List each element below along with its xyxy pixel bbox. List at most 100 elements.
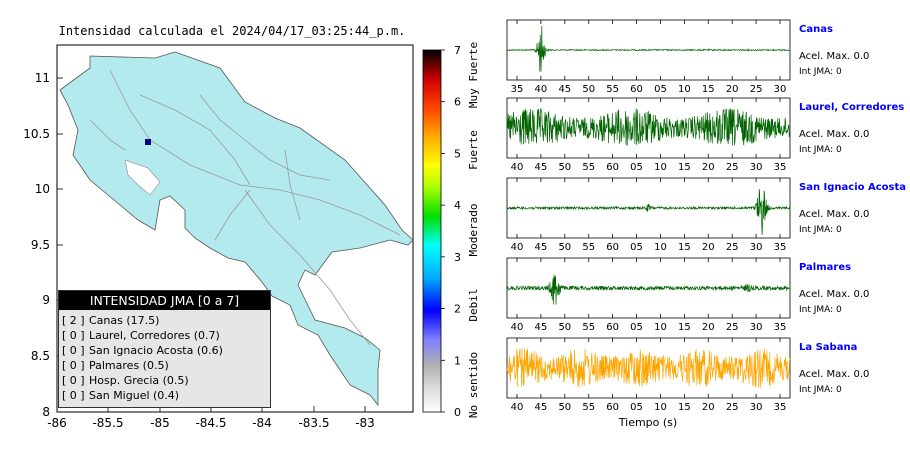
time-tick-label: 35	[774, 242, 787, 253]
time-tick-label: 20	[726, 84, 739, 95]
time-tick-label: 30	[750, 242, 763, 253]
legend-level: [ 2 ]	[62, 314, 85, 327]
legend-level: [ 0 ]	[62, 374, 85, 387]
lon-tick-label: -83.5	[298, 416, 329, 430]
colorbar-tick-label: 7	[454, 44, 461, 57]
lon-tick-label: -83	[355, 416, 375, 430]
lon-tick-label: -86	[47, 416, 67, 430]
time-tick-label: 35	[774, 322, 787, 333]
colorbar-labels: No sentido Debil Moderado Fuerte Muy Fue…	[467, 42, 480, 418]
time-tick-label: 50	[558, 242, 571, 253]
lat-tick-label: 9.5	[31, 238, 50, 252]
time-tick-label: 45	[535, 162, 548, 173]
time-tick-label: 55	[582, 322, 595, 333]
legend-level: [ 0 ]	[62, 344, 85, 357]
colorbar-tick-label: 2	[454, 303, 461, 316]
lon-tick-label: -84	[252, 416, 272, 430]
waveform-panel: 40 45 50 55 60 05 10 15 20 25 30 35 San Ignacio Acos…	[506, 177, 906, 253]
lat-tick-label: 9	[42, 293, 50, 307]
time-tick-label: 35	[511, 84, 524, 95]
legend-station: Laurel, Corredores (0.7)	[89, 329, 220, 342]
station-name: La Sabana	[799, 342, 857, 353]
colorbar-label: Moderado	[467, 204, 480, 257]
station-name: San Ignacio Acosta	[799, 182, 906, 193]
time-tick-label: 25	[726, 402, 739, 413]
legend-row: [ 0 ] Laurel, Corredores (0.7)	[59, 328, 270, 343]
time-tick-label: 55	[606, 84, 619, 95]
waveform-trace	[506, 25, 791, 72]
lat-tick-label: 8.5	[31, 349, 50, 363]
time-tick-label: 20	[702, 402, 715, 413]
legend-row: [ 0 ] San Ignacio Acosta (0.6)	[59, 343, 270, 358]
time-tick-label: 25	[726, 322, 739, 333]
time-tick-label: 05	[630, 162, 643, 173]
lat-tick-label: 10.5	[23, 127, 50, 141]
time-tick-label: 10	[678, 84, 691, 95]
intensity-legend: INTENSIDAD JMA [0 a 7] [ 2 ] Canas (17.5)…	[58, 290, 271, 408]
time-tick-label: 15	[702, 84, 715, 95]
int-jma-label: Int JMA: 0	[799, 67, 842, 77]
time-tick-label: 05	[654, 84, 667, 95]
colorbar-tick-label: 3	[454, 251, 461, 264]
time-tick-label: 10	[654, 322, 667, 333]
time-tick-label: 25	[726, 162, 739, 173]
time-tick-label: 45	[535, 242, 548, 253]
time-tick-label: 20	[702, 242, 715, 253]
time-tick-label: 10	[654, 162, 667, 173]
waveform-panel: 40 45 50 55 60 05 10 15 20 25 30 35 La Sabana Acel. M…	[506, 337, 869, 413]
lon-tick-label: -85.5	[92, 416, 123, 430]
time-tick-label: 05	[630, 402, 643, 413]
time-tick-label: 05	[630, 322, 643, 333]
colorbar-label: No sentido	[467, 352, 480, 418]
time-tick-label: 60	[606, 322, 619, 333]
lat-tick-label: 11	[35, 71, 50, 85]
station-name: Palmares	[799, 262, 851, 273]
time-tick-label: 50	[558, 322, 571, 333]
colorbar-tick-label: 0	[454, 406, 461, 419]
colorbar-label: Debil	[467, 288, 480, 321]
time-tick-label: 35	[774, 402, 787, 413]
time-tick-label: 60	[606, 242, 619, 253]
time-tick-label: 15	[678, 402, 691, 413]
station-name: Laurel, Corredores	[799, 102, 904, 113]
time-tick-label: 40	[511, 322, 524, 333]
waveform-trace	[506, 348, 791, 388]
legend-station: San Miguel (0.4)	[89, 389, 180, 402]
colorbar-label: Fuerte	[467, 130, 480, 170]
time-tick-label: 40	[511, 402, 524, 413]
legend-station: Canas (17.5)	[89, 314, 160, 327]
legend-header: INTENSIDAD JMA [0 a 7]	[59, 291, 270, 310]
acel-max-label: Acel. Max. 0.0	[799, 129, 869, 140]
time-tick-label: 15	[678, 322, 691, 333]
time-tick-label: 30	[774, 84, 787, 95]
int-jma-label: Int JMA: 0	[799, 145, 842, 155]
time-tick-label: 10	[654, 402, 667, 413]
legend-list: [ 2 ] Canas (17.5) [ 0 ] Laurel, Corredore…	[59, 310, 270, 403]
colorbar-ticks: 0 1 2 3 4 5 6 7	[441, 44, 461, 419]
colorbar-tick-label: 4	[454, 199, 461, 212]
canas-station-marker	[145, 139, 151, 145]
time-tick-label: 55	[582, 162, 595, 173]
station-name: Canas	[799, 24, 833, 35]
colorbar-tick-label: 5	[454, 147, 461, 160]
time-tick-label: 40	[511, 162, 524, 173]
time-tick-label: 30	[750, 322, 763, 333]
time-tick-label: 40	[511, 242, 524, 253]
legend-row: [ 0 ] San Miguel (0.4)	[59, 388, 270, 403]
time-tick-label: 50	[558, 402, 571, 413]
int-jma-label: Int JMA: 0	[799, 225, 842, 235]
time-tick-label: 05	[630, 242, 643, 253]
time-tick-label: 45	[535, 402, 548, 413]
legend-row: [ 0 ] Hosp. Grecia (0.5)	[59, 373, 270, 388]
time-tick-label: 25	[750, 84, 763, 95]
time-tick-label: 45	[535, 322, 548, 333]
acel-max-label: Acel. Max. 0.0	[799, 289, 869, 300]
waveform-trace	[506, 274, 791, 305]
time-tick-label: 60	[606, 402, 619, 413]
time-tick-label: 55	[582, 242, 595, 253]
int-jma-label: Int JMA: 0	[799, 385, 842, 395]
legend-level: [ 0 ]	[62, 359, 85, 372]
time-tick-label: 15	[678, 162, 691, 173]
waveform-panels: 35 40 45 50 55 60 05 10 15 20 25 30 Canas Acel. Max. …	[506, 19, 906, 413]
waveform-panel: 40 45 50 55 60 05 10 15 20 25 30 35 Palmares Acel. Ma…	[506, 257, 869, 333]
